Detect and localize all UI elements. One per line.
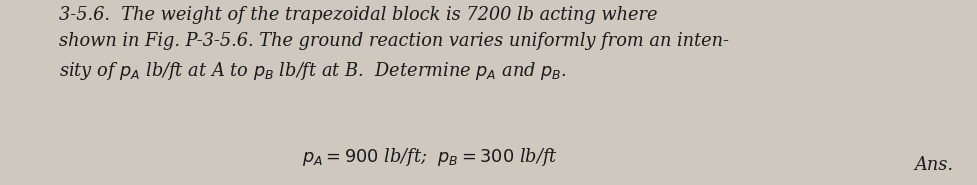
Text: $p_A = 900$ lb/ft;  $p_B = 300$ lb/ft: $p_A = 900$ lb/ft; $p_B = 300$ lb/ft	[302, 146, 558, 168]
Text: Ans.: Ans.	[913, 156, 953, 174]
Text: 3-5.6.  The weight of the trapezoidal block is 7200 lb acting where
shown in Fig: 3-5.6. The weight of the trapezoidal blo…	[59, 6, 728, 82]
